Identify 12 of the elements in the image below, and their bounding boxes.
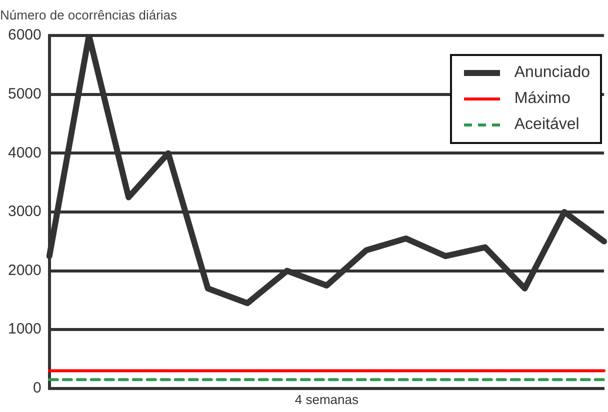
y-tick-label: 3000 bbox=[8, 203, 42, 220]
legend-label: Aceitável bbox=[514, 116, 580, 134]
y-tick-label: 2000 bbox=[8, 262, 42, 279]
y-axis-title: Número de ocorrências diárias bbox=[0, 7, 178, 22]
legend-label: Máximo bbox=[514, 90, 570, 108]
x-axis-title: 4 semanas bbox=[294, 392, 359, 407]
y-tick-label: 5000 bbox=[8, 86, 42, 103]
legend-label: Anunciado bbox=[514, 64, 590, 82]
y-tick-label: 0 bbox=[33, 380, 42, 397]
y-tick-label: 6000 bbox=[8, 26, 42, 44]
y-tick-label: 1000 bbox=[8, 320, 42, 338]
y-tick-label: 4000 bbox=[8, 144, 42, 162]
